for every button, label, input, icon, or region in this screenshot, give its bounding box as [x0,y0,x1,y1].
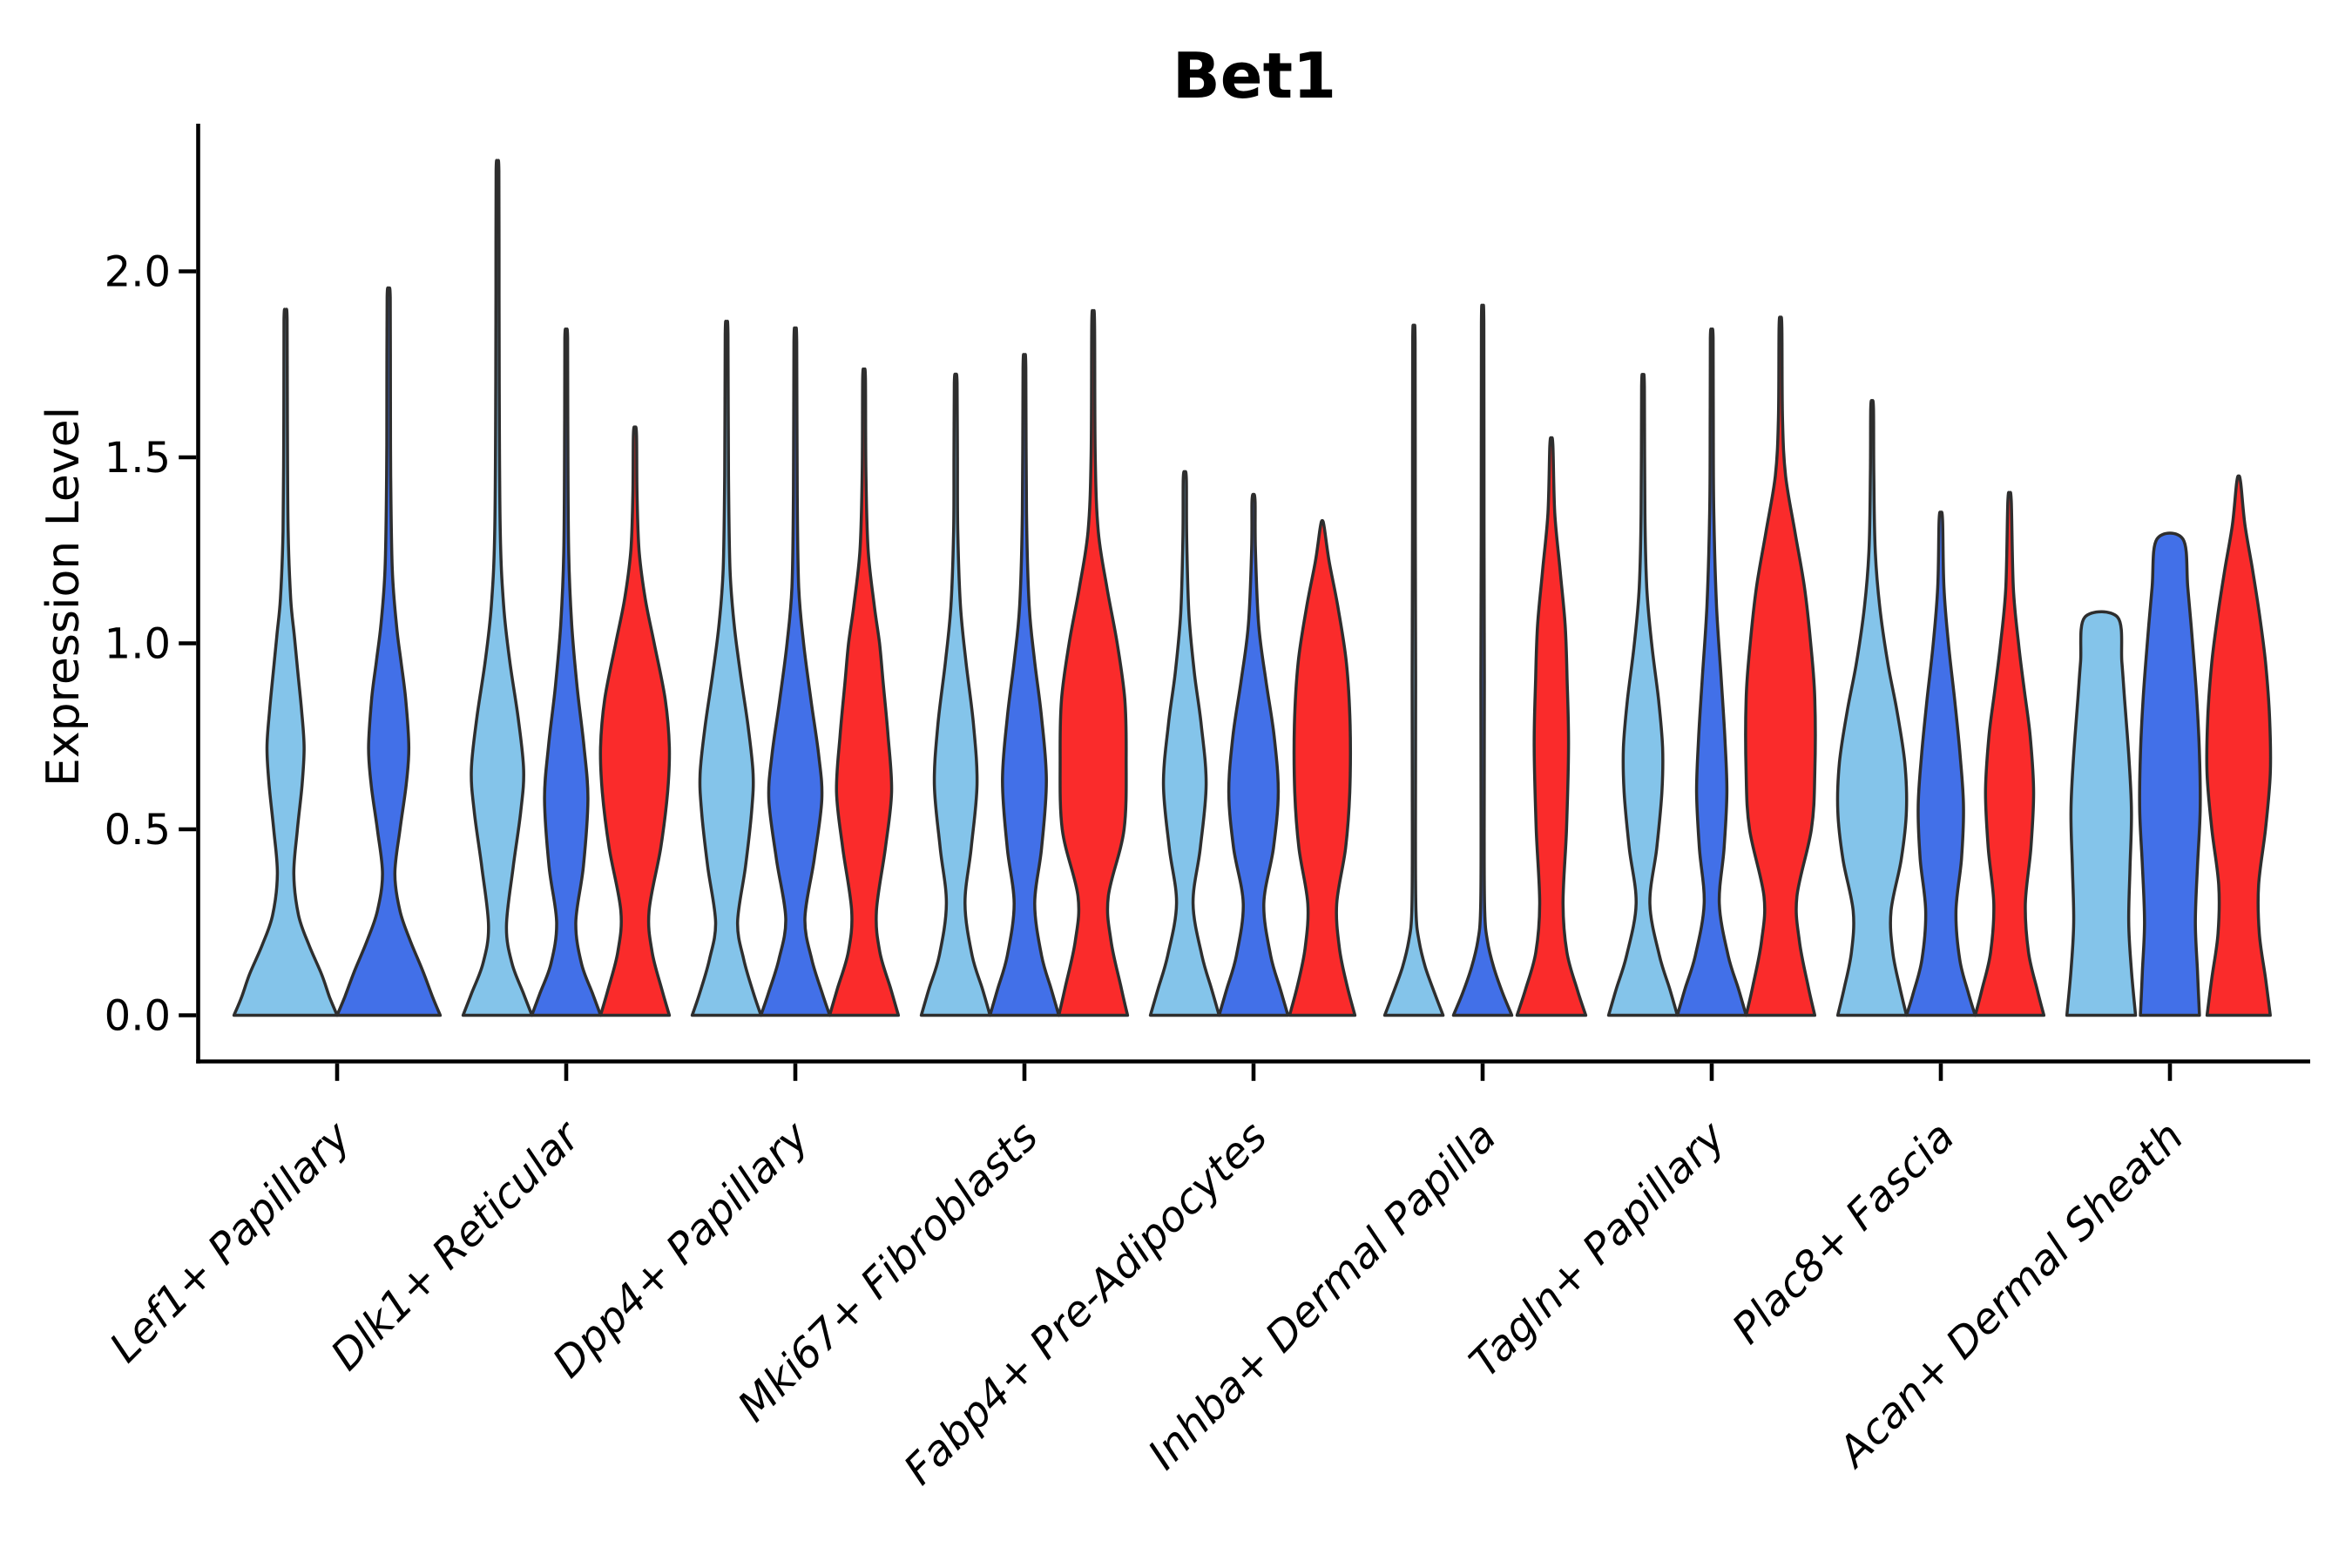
violin-fabp4-pre-adipocytes-light_blue [1148,470,1221,1017]
x-tick-label-fabp4-pre-adipocytes: Fabp4+ Pre-Adipocytes [895,1112,1277,1495]
violin-acan-dermal-sheath-red [2205,474,2273,1017]
violin-tagln-papillary-red [1744,315,1817,1017]
y-axis-label: Expression Level [37,407,90,787]
violin-acan-dermal-sheath-dark_blue [2138,531,2202,1017]
violin-inhba-dermal-papilla-light_blue [1382,323,1445,1017]
violin-dlk1-reticular-dark_blue [530,327,603,1017]
y-tick-label-2: 1.0 [105,619,171,668]
violin-mki67-fibroblasts-light_blue [919,372,992,1017]
violin-inhba-dermal-papilla-dark_blue [1451,303,1514,1017]
violin-tagln-papillary-light_blue [1606,373,1680,1017]
x-tick-label-dpp4-papillary: Dpp4+ Papillary [544,1112,819,1387]
violin-dlk1-reticular-light_blue [461,159,534,1017]
y-tick-label-1: 0.5 [105,806,171,855]
violin-lef1-papillary-light_blue [232,308,339,1017]
violin-dpp4-papillary-light_blue [690,320,763,1017]
y-tick-label-3: 1.5 [105,434,171,483]
y-tick-label-4: 2.0 [105,247,171,296]
violin-tagln-papillary-dark_blue [1675,327,1748,1017]
violin-plac8-fascia-dark_blue [1904,510,1977,1017]
violin-plac8-fascia-light_blue [1835,399,1909,1017]
violin-lef1-papillary-dark_blue [335,286,443,1017]
violin-plac8-fascia-red [1973,490,2046,1017]
x-tick-label-plac8-fascia: Plac8+ Fascia [1723,1112,1964,1354]
x-tick-label-dlk1-reticular: Dlk1+ Reticular [321,1111,591,1381]
violin-acan-dermal-sheath-light_blue [2065,610,2138,1017]
violin-inhba-dermal-papilla-red [1515,436,1588,1017]
violin-dlk1-reticular-red [598,425,672,1017]
violin-dpp4-papillary-red [828,367,901,1017]
violin-fabp4-pre-adipocytes-red [1288,518,1357,1017]
violin-dpp4-papillary-dark_blue [759,326,832,1017]
x-tick-label-tagln-papillary: Tagln+ Papillary [1460,1112,1735,1387]
violin-mki67-fibroblasts-red [1057,308,1130,1017]
violin-fabp4-pre-adipocytes-dark_blue [1217,492,1290,1017]
chart-title: Bet1 [1173,39,1336,112]
x-tick-label-lef1-papillary: Lef1+ Papillary [100,1112,361,1372]
y-tick-label-0: 0.0 [105,991,171,1040]
violin-mki67-fibroblasts-dark_blue [988,353,1061,1017]
